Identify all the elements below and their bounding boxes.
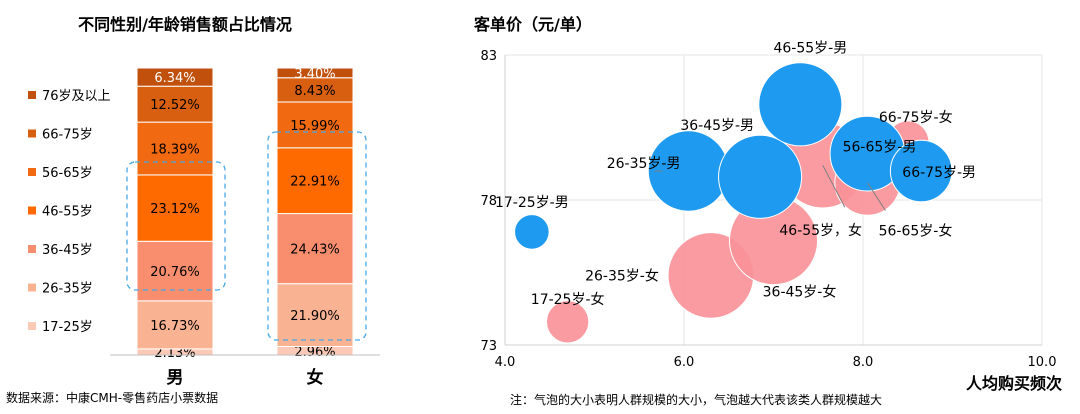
legend-swatch [28, 322, 36, 330]
legend-swatch [28, 168, 36, 176]
bubble-label: 36-45岁-女 [763, 284, 837, 301]
bar-data-label: 21.90% [290, 309, 340, 324]
data-source-note: 数据来源：中康CMH-零售药店小票数据 [6, 391, 219, 405]
x-tick-label: 6.0 [674, 355, 695, 370]
bar-data-label: 8.43% [294, 84, 335, 99]
bar-segment [276, 147, 354, 215]
bubbles [514, 62, 953, 344]
bar-segment [276, 283, 354, 348]
bubble-label: 36-45岁-男 [680, 118, 754, 134]
bubble [514, 214, 550, 250]
bar-segment [276, 101, 354, 149]
bubble-label: 46-55岁，女 [779, 222, 862, 239]
bar-data-label: 12.52% [150, 98, 200, 113]
y-tick-label: 83 [480, 49, 497, 64]
legend-swatch [28, 283, 36, 292]
bubble [545, 300, 590, 344]
bar-data-label: 15.99% [290, 119, 340, 134]
bar-segment [136, 67, 214, 87]
bar-segment [276, 213, 354, 285]
highlight-box-male [126, 161, 226, 291]
bar-data-label: 2.13% [154, 346, 195, 361]
bar-data-label: 24.43% [290, 243, 340, 258]
bubble-labels: 17-25岁-男 26-35岁-男 36-45岁-男 46-55岁-男 56-65岁-男… [495, 40, 976, 308]
bubble-label: 66-75岁-女 [879, 109, 953, 126]
leader-line [867, 182, 886, 211]
legend-label: 56-65岁 [42, 166, 93, 181]
stacked-bars: 2.13% 16.73% 20.76% 23.12% 18.39% 12.52% 6.34%… [136, 67, 354, 361]
stacked-chart-legend: 17-25岁 26-35岁 36-45岁 46-55岁 56-65岁 66-75岁 76岁及… [28, 89, 111, 335]
y-tick-label: 73 [480, 339, 497, 354]
bubble-chart-axes: 4.0 6.0 8.0 10.0 73 78 83 [480, 49, 1056, 370]
stacked-chart-title: 不同性别/年龄销售额占比情况 [78, 15, 292, 34]
bubble-size-note: 注：气泡的大小表明人群规模的大小，气泡越大代表该类人群规模越大 [510, 393, 883, 407]
legend-swatch [28, 129, 36, 138]
leader-line [822, 164, 846, 208]
bubble-label: 26-35岁-男 [607, 156, 681, 172]
highlight-boxes [126, 131, 367, 341]
bubble [718, 134, 803, 219]
bubble-label: 66-75岁-男 [902, 165, 976, 181]
bar-data-label: 16.73% [150, 319, 200, 334]
legend-swatch [28, 245, 36, 253]
stacked-bar-chart: 不同性别/年龄销售额占比情况 17-25岁 26-35岁 36-45岁 46-55岁 5… [28, 15, 380, 385]
bubble [758, 62, 843, 147]
bubble [889, 139, 953, 203]
bubble-label: 56-65岁-男 [843, 140, 917, 156]
bar-segment [136, 174, 214, 242]
bubble-chart-xlabel: 人均购买频次 [966, 374, 1062, 393]
x-tick-label: 8.0 [853, 355, 874, 370]
bubble-label: 17-25岁-女 [531, 291, 605, 308]
bar-segment [276, 67, 354, 79]
bar-data-label: 3.40% [294, 67, 335, 82]
bubble-label: 46-55岁-男 [773, 40, 847, 56]
legend-label: 36-45岁 [42, 243, 93, 258]
y-tick-label: 78 [480, 194, 497, 209]
stacked-chart-categories: 男女 [167, 367, 324, 385]
x-tick-label: 10.0 [1028, 355, 1057, 370]
bubble-chart-title: 客单价（元/单） [474, 15, 592, 34]
bubble-label: 26-35岁-女 [585, 267, 659, 284]
bar-data-label: 6.34% [154, 71, 195, 86]
legend-label: 66-75岁 [42, 128, 93, 143]
legend-label: 26-35岁 [42, 282, 93, 297]
legend-label: 46-55岁 [42, 205, 93, 220]
legend-label: 76岁及以上 [42, 89, 111, 104]
bar-data-label: 20.76% [150, 265, 200, 280]
bar-segment [276, 77, 354, 103]
legend-label: 17-25岁 [42, 320, 93, 335]
x-tick-label: 4.0 [495, 355, 516, 370]
bar-data-label: 18.39% [150, 143, 200, 158]
category-label: 女 [307, 367, 324, 385]
bar-data-label: 22.91% [290, 175, 340, 190]
bubble-label: 56-65岁-女 [879, 223, 953, 240]
bar-data-label: 2.96% [294, 345, 335, 360]
category-label: 男 [167, 368, 184, 385]
highlight-box-female [267, 131, 367, 341]
legend-swatch [28, 91, 36, 99]
legend-swatch [28, 206, 36, 215]
bubble-label: 17-25岁-男 [495, 195, 569, 211]
bar-data-label: 23.12% [150, 202, 200, 217]
